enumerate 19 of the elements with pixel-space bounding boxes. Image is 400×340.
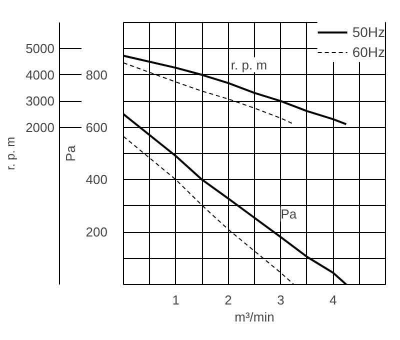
y2-axis-title: r. p. m (4, 136, 18, 170)
y-tick-label: 200 (86, 224, 108, 240)
y2-tick-label: 5000 (26, 41, 54, 56)
x-tick-label: 1 (172, 292, 180, 308)
y-tick-label: 400 (86, 172, 108, 188)
annotation: r. p. m (230, 57, 268, 72)
y-axis-title: Pa (62, 144, 78, 162)
x-tick-label: 4 (329, 292, 337, 308)
y-tick-label: 800 (86, 67, 108, 82)
y2-tick-label: 2000 (26, 120, 54, 135)
x-tick-label: 3 (277, 292, 284, 308)
annotation: Pa (280, 206, 298, 222)
legend-label: 50Hz (352, 24, 385, 40)
y2-tick-label: 3000 (26, 94, 54, 109)
x-tick-label: 2 (224, 292, 232, 308)
y2-tick-label: 4000 (26, 67, 54, 82)
y-tick-label: 600 (86, 120, 108, 135)
x-axis-title: m³/min (234, 310, 274, 324)
legend-label: 60Hz (352, 44, 385, 60)
